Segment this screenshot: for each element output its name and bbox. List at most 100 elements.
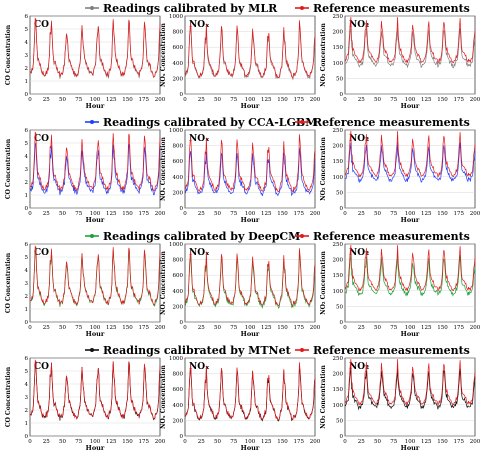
x-tick-label: 125 bbox=[421, 325, 432, 331]
x-tick-label: 75 bbox=[390, 211, 397, 217]
x-tick-label: 125 bbox=[261, 97, 272, 103]
y-tick-label: 50 bbox=[336, 418, 343, 424]
panel-title: NO₂ bbox=[349, 248, 369, 258]
x-tick-label: 50 bbox=[374, 439, 381, 445]
x-tick-label: 150 bbox=[122, 439, 133, 445]
y-tick-label: 0 bbox=[340, 320, 344, 326]
x-tick-label: 150 bbox=[437, 439, 448, 445]
legend-row-2: Readings calibrated by DeepCM Reference m… bbox=[85, 230, 470, 243]
y-tick-label: 3 bbox=[25, 281, 29, 287]
y-tick-label: 600 bbox=[173, 387, 184, 393]
y-tick-label: 3 bbox=[25, 53, 29, 59]
x-tick-label: 200 bbox=[310, 439, 321, 445]
y-tick-label: 800 bbox=[173, 258, 184, 264]
y-tick-label: 400 bbox=[173, 175, 184, 181]
panel-r0-c2: 0 50 100 150 200 250 0 25 50 75 100 125 150 175 200 Hou… bbox=[320, 14, 481, 110]
legend-model-label: Readings calibrated by CCA-LGBM bbox=[103, 116, 317, 129]
x-axis-label: Hour bbox=[401, 330, 420, 338]
y-tick-label: 4 bbox=[25, 154, 29, 160]
y-tick-label: 5 bbox=[25, 27, 29, 33]
legend-reference-marker bbox=[300, 348, 304, 352]
y-tick-label: 1000 bbox=[169, 356, 183, 362]
y-tick-label: 200 bbox=[333, 372, 344, 378]
y-tick-label: 4 bbox=[25, 268, 29, 274]
y-tick-label: 150 bbox=[333, 159, 344, 165]
y-tick-label: 200 bbox=[173, 304, 184, 310]
series-model-line bbox=[344, 253, 476, 297]
series-reference-line bbox=[29, 245, 161, 306]
x-tick-label: 0 bbox=[28, 211, 32, 217]
x-tick-label: 100 bbox=[405, 439, 416, 445]
y-tick-label: 6 bbox=[25, 356, 29, 362]
x-tick-label: 50 bbox=[214, 97, 221, 103]
x-tick-label: 25 bbox=[43, 97, 50, 103]
x-tick-label: 25 bbox=[358, 439, 365, 445]
x-tick-label: 50 bbox=[214, 325, 221, 331]
x-tick-label: 125 bbox=[106, 325, 117, 331]
x-tick-label: 75 bbox=[75, 439, 82, 445]
y-tick-label: 3 bbox=[25, 395, 29, 401]
x-tick-label: 175 bbox=[454, 325, 465, 331]
x-tick-label: 75 bbox=[390, 97, 397, 103]
x-tick-label: 25 bbox=[198, 325, 205, 331]
y-tick-label: 1 bbox=[25, 79, 29, 85]
x-tick-label: 175 bbox=[139, 97, 150, 103]
x-tick-label: 100 bbox=[90, 325, 101, 331]
y-tick-label: 6 bbox=[25, 128, 29, 134]
y-tick-label: 150 bbox=[333, 273, 344, 279]
series-model-line bbox=[344, 25, 476, 69]
y-tick-label: 2 bbox=[25, 66, 29, 72]
panel-title: CO bbox=[34, 248, 49, 258]
series-reference-line bbox=[344, 17, 476, 65]
y-tick-label: 400 bbox=[173, 289, 184, 295]
y-tick-label: 1 bbox=[25, 193, 29, 199]
y-tick-label: 3 bbox=[25, 167, 29, 173]
y-tick-label: 600 bbox=[173, 159, 184, 165]
x-tick-label: 150 bbox=[437, 97, 448, 103]
x-tick-label: 175 bbox=[294, 211, 305, 217]
y-tick-label: 2 bbox=[25, 180, 29, 186]
x-axis-label: Hour bbox=[241, 444, 260, 452]
x-tick-label: 200 bbox=[310, 325, 321, 331]
y-tick-label: 4 bbox=[25, 382, 29, 388]
y-axis-label: NOₓ Concentration bbox=[160, 22, 167, 86]
y-tick-label: 0 bbox=[25, 320, 29, 326]
legend-reference-label: Reference measurements bbox=[313, 2, 470, 15]
y-tick-label: 0 bbox=[180, 434, 184, 440]
y-tick-label: 0 bbox=[340, 206, 344, 212]
legend-row-0: Readings calibrated by MLR Reference meas… bbox=[85, 2, 470, 15]
x-tick-label: 75 bbox=[390, 325, 397, 331]
panel-title: CO bbox=[34, 362, 49, 372]
y-axis-label: CO Concentration bbox=[5, 366, 12, 427]
y-tick-label: 0 bbox=[180, 206, 184, 212]
legend-model-marker bbox=[90, 348, 94, 352]
x-tick-label: 75 bbox=[230, 325, 237, 331]
series-reference-line bbox=[344, 131, 476, 179]
panel-title: CO bbox=[34, 134, 49, 144]
x-tick-label: 25 bbox=[198, 97, 205, 103]
legend-row-1: Readings calibrated by CCA-LGBMReference… bbox=[85, 116, 470, 129]
x-axis-label: Hour bbox=[241, 102, 260, 110]
x-tick-label: 100 bbox=[405, 97, 416, 103]
y-axis-label: NO₂ Concentration bbox=[320, 251, 327, 315]
panel-r2-c2: 0 50 100 150 200 250 0 25 50 75 100 125 150 175 200 Hou… bbox=[320, 242, 481, 338]
y-tick-label: 0 bbox=[25, 434, 29, 440]
series-model-line bbox=[344, 367, 476, 411]
x-tick-label: 75 bbox=[75, 211, 82, 217]
x-tick-label: 125 bbox=[421, 439, 432, 445]
y-axis-label: CO Concentration bbox=[5, 252, 12, 313]
legend-model-label: Readings calibrated by MLR bbox=[103, 2, 278, 15]
panel-title: CO bbox=[34, 20, 49, 30]
x-tick-label: 0 bbox=[183, 439, 187, 445]
legend-row-3: Readings calibrated by MTNet Reference me… bbox=[85, 344, 470, 357]
y-tick-label: 4 bbox=[25, 40, 29, 46]
x-tick-label: 25 bbox=[43, 325, 50, 331]
x-tick-label: 175 bbox=[454, 439, 465, 445]
y-tick-label: 200 bbox=[173, 76, 184, 82]
panel-title: NO₂ bbox=[349, 362, 369, 372]
y-tick-label: 1 bbox=[25, 421, 29, 427]
y-tick-label: 100 bbox=[333, 61, 344, 67]
y-tick-label: 800 bbox=[173, 144, 184, 150]
y-tick-label: 250 bbox=[333, 242, 344, 248]
x-tick-label: 125 bbox=[421, 97, 432, 103]
